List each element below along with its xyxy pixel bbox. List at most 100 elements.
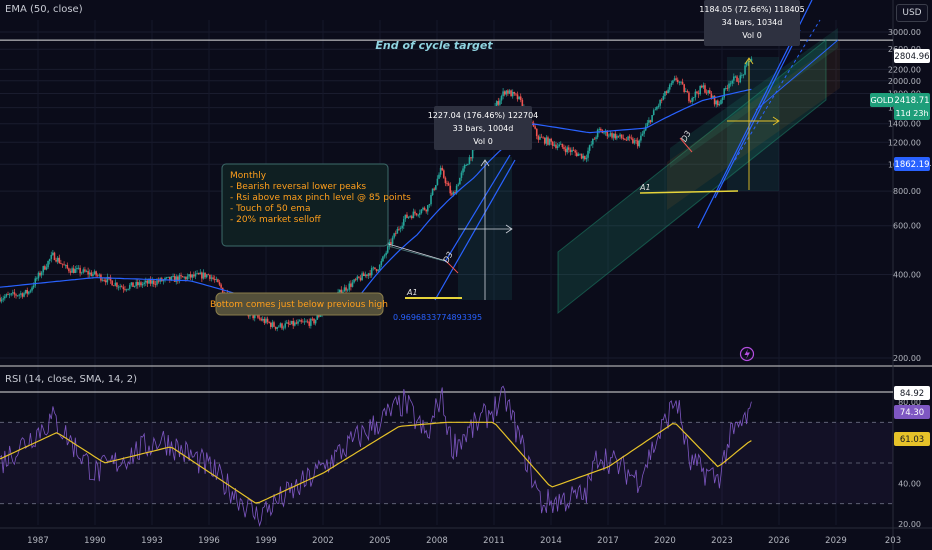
currency-button[interactable]: USD	[896, 4, 928, 22]
candle	[354, 277, 357, 282]
candle	[93, 269, 96, 275]
candle	[303, 317, 306, 325]
ema-line	[0, 88, 752, 310]
symbol-price: 2418.71	[894, 96, 929, 106]
candle	[199, 269, 202, 275]
candle	[717, 99, 719, 107]
candle	[503, 90, 506, 97]
candle	[47, 260, 49, 269]
candle	[351, 279, 354, 288]
candle	[85, 269, 88, 273]
candle	[720, 98, 722, 105]
candle	[457, 182, 460, 187]
lightning-icon[interactable]	[739, 346, 755, 362]
candle	[744, 62, 746, 76]
candle	[627, 135, 629, 141]
candle	[175, 274, 178, 285]
candle	[284, 320, 286, 330]
monthly-note-box: Monthly - Bearish reversal lower peaks -…	[221, 163, 411, 247]
candle	[635, 138, 637, 145]
candle	[37, 271, 40, 281]
candle	[547, 135, 549, 146]
candle	[430, 192, 432, 207]
candle	[386, 244, 389, 255]
candle	[369, 270, 371, 278]
candle	[444, 176, 447, 187]
candle	[0, 294, 1, 303]
candle	[644, 123, 647, 132]
candle	[383, 253, 386, 259]
candle	[585, 154, 588, 163]
candle	[616, 133, 618, 141]
candle	[215, 276, 218, 283]
candle	[747, 60, 750, 66]
candle	[34, 276, 37, 288]
candle	[694, 89, 697, 101]
candle	[116, 281, 118, 290]
candle	[374, 267, 376, 270]
candle	[20, 290, 22, 298]
candle	[628, 134, 631, 142]
candle	[393, 232, 395, 240]
measure-box-2: 1184.05 (72.66%) 118405 34 bars, 1034d V…	[699, 0, 805, 46]
candle	[310, 317, 312, 329]
candle	[668, 83, 671, 93]
time-tick: 2017	[597, 536, 619, 546]
a1-left-label: A1	[406, 288, 418, 297]
candle	[109, 274, 112, 284]
candle	[688, 90, 690, 104]
candle	[608, 133, 610, 138]
candle	[71, 266, 73, 273]
measure-1-line3: Vol 0	[473, 137, 493, 146]
candle	[350, 280, 352, 291]
candle	[511, 89, 514, 99]
candle	[130, 282, 133, 287]
candle	[314, 319, 317, 326]
candle	[417, 213, 419, 218]
candle	[662, 93, 665, 101]
time-tick: 1993	[141, 536, 163, 546]
candle	[435, 185, 437, 191]
candle	[209, 274, 211, 282]
candle	[15, 293, 17, 299]
candle	[205, 273, 208, 279]
candle	[276, 326, 278, 332]
candle	[497, 97, 500, 108]
candle	[535, 128, 538, 140]
rsi-indicator-label[interactable]: RSI (14, close, SMA, 14, 2)	[5, 374, 138, 385]
candle	[446, 180, 448, 187]
candle	[74, 265, 77, 274]
candle	[282, 325, 285, 331]
candle	[516, 91, 519, 102]
candle	[686, 89, 689, 93]
candle	[396, 226, 399, 234]
candle	[268, 321, 270, 324]
candle	[441, 165, 444, 171]
candle	[263, 316, 266, 325]
candle	[167, 276, 170, 278]
candle	[646, 119, 649, 127]
candle	[141, 281, 144, 288]
candle	[718, 101, 721, 107]
candle	[297, 319, 299, 326]
candle	[23, 291, 25, 298]
candle	[213, 275, 216, 283]
candle	[510, 89, 512, 97]
candle	[181, 275, 184, 278]
candle	[353, 278, 355, 284]
candle	[728, 80, 730, 92]
candle	[60, 259, 62, 265]
candle	[136, 278, 139, 289]
candle	[338, 289, 341, 293]
measure-box-1: 1227.04 (176.46%) 122704 33 bars, 1004d …	[428, 106, 538, 150]
candle	[708, 87, 711, 94]
axis-badges: 2804.96 GOLD 2418.71 11d 23h 1862.19 84.…	[870, 49, 930, 446]
candle	[741, 72, 743, 79]
ema-indicator-label[interactable]: EMA (50, close)	[5, 4, 83, 15]
candle	[294, 320, 296, 327]
measure-2-line3: Vol 0	[742, 31, 762, 40]
candle	[120, 284, 123, 288]
candle	[345, 285, 347, 294]
candle	[281, 322, 283, 330]
